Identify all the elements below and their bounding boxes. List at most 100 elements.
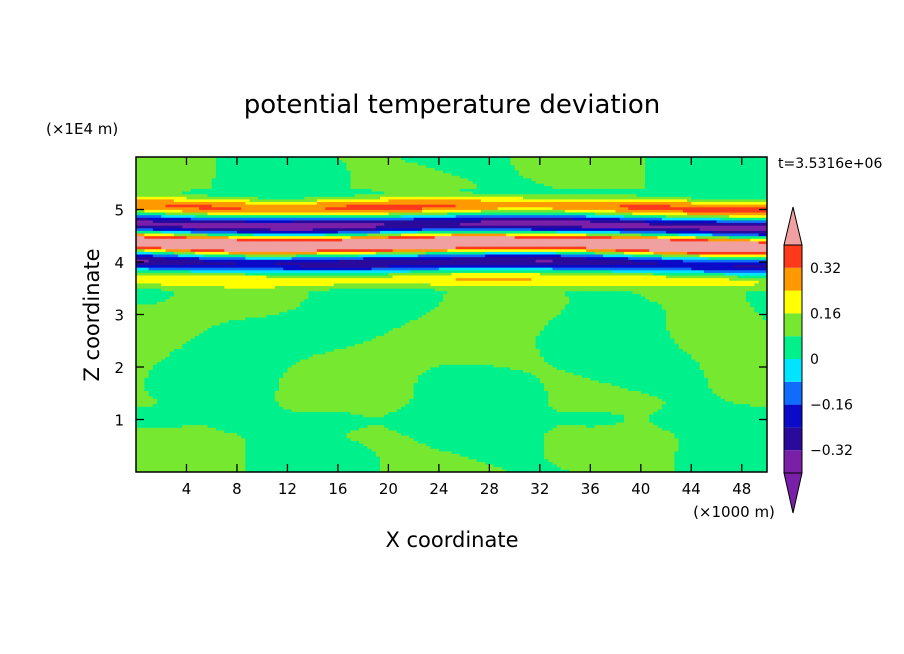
field-cell <box>178 382 183 386</box>
field-cell <box>287 424 293 428</box>
field-cell <box>632 395 637 399</box>
field-cell <box>262 424 267 428</box>
field-cell <box>262 406 267 410</box>
field-cell <box>354 419 360 423</box>
field-cell <box>720 427 726 431</box>
field-cell <box>661 409 667 413</box>
field-cell <box>207 403 213 407</box>
field-cell <box>279 443 284 447</box>
field-cell <box>674 388 680 392</box>
field-cell <box>157 453 162 457</box>
field-cell <box>283 427 288 431</box>
field-cell <box>304 390 309 394</box>
field-cell <box>161 445 166 449</box>
field-cell <box>623 464 629 468</box>
field-cell <box>354 461 360 465</box>
field-cell <box>434 440 440 444</box>
field-cell <box>447 466 452 470</box>
field-cell <box>653 414 659 418</box>
field-cell <box>720 448 726 452</box>
field-cell <box>649 430 654 434</box>
field-cell <box>485 393 490 397</box>
field-cell <box>165 448 171 452</box>
field-cell <box>468 469 473 472</box>
field-cell <box>371 458 377 462</box>
field-cell <box>573 419 579 423</box>
field-cell <box>468 466 473 470</box>
field-cell <box>670 466 675 470</box>
field-cell <box>186 458 192 462</box>
field-cell <box>733 398 738 402</box>
field-cell <box>518 395 524 399</box>
field-cell <box>602 395 608 399</box>
field-cell <box>409 406 415 410</box>
field-cell <box>220 461 225 465</box>
field-cell <box>476 461 482 465</box>
field-cell <box>253 451 259 455</box>
field-cell <box>611 435 616 439</box>
field-cell <box>333 398 339 402</box>
field-cell <box>464 385 469 389</box>
field-cell <box>215 453 221 457</box>
field-cell <box>737 393 743 397</box>
field-cell <box>392 390 398 394</box>
field-cell <box>203 440 208 444</box>
field-cell <box>699 419 705 423</box>
field-cell <box>716 406 722 410</box>
field-cell <box>430 403 436 407</box>
field-cell <box>215 466 221 470</box>
field-cell <box>480 395 486 399</box>
field-cell <box>173 401 179 405</box>
field-cell <box>438 437 444 441</box>
field-cell <box>670 440 675 444</box>
field-cell <box>552 414 558 418</box>
field-cell <box>539 437 545 441</box>
field-cell <box>136 453 141 457</box>
field-cell <box>489 419 494 423</box>
field-cell <box>699 440 705 444</box>
field-cell <box>316 464 322 468</box>
field-cell <box>640 435 646 439</box>
field-cell <box>459 437 465 441</box>
field-cell <box>556 437 562 441</box>
field-cell <box>422 464 427 468</box>
field-cell <box>262 432 267 436</box>
field-cell <box>161 453 166 457</box>
field-cell <box>401 437 406 441</box>
field-cell <box>489 409 494 413</box>
field-cell <box>754 416 759 420</box>
field-cell <box>510 448 515 452</box>
field-cell <box>321 382 326 386</box>
field-cell <box>291 419 297 423</box>
field-cell <box>329 398 335 402</box>
field-cell <box>253 395 259 399</box>
field-cell <box>434 419 440 423</box>
field-cell <box>287 403 293 407</box>
field-cell <box>207 430 213 434</box>
field-cell <box>729 430 734 434</box>
field-cell <box>497 388 503 392</box>
field-cell <box>186 443 192 447</box>
field-cell <box>703 453 709 457</box>
field-cell <box>628 409 633 413</box>
field-cell <box>733 445 738 449</box>
field-cell <box>733 395 738 399</box>
field-cell <box>228 458 234 462</box>
field-cell <box>510 427 515 431</box>
field-cell <box>501 451 507 455</box>
field-cell <box>741 409 747 413</box>
field-cell <box>602 422 608 426</box>
field-cell <box>645 430 650 434</box>
field-cell <box>203 430 208 434</box>
field-cell <box>489 432 494 436</box>
field-cell <box>253 458 259 462</box>
field-cell <box>695 430 701 434</box>
field-cell <box>636 393 642 397</box>
field-cell <box>371 427 377 431</box>
field-cell <box>144 464 150 468</box>
field-cell <box>602 406 608 410</box>
field-cell <box>161 437 166 441</box>
field-cell <box>346 458 351 462</box>
field-cell <box>476 451 482 455</box>
field-cell <box>321 414 326 418</box>
